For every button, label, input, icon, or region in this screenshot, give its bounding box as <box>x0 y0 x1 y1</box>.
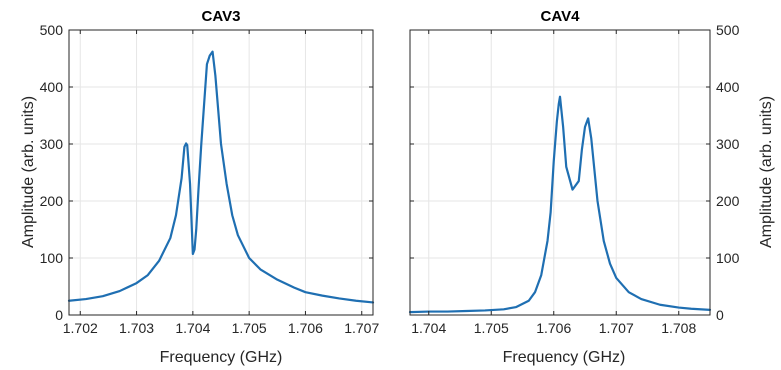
y-axis-label-right: Amplitude (arb. units) <box>758 96 775 248</box>
chart-title-cav3: CAV3 <box>202 8 241 25</box>
y-tick-label-cav3-4: 400 <box>40 79 64 95</box>
series-line-cav4-0 <box>408 95 712 314</box>
series-line-cav3-0 <box>67 50 375 304</box>
y-tick-label-cav4-4: 400 <box>716 79 740 95</box>
x-axis-label-cav4: Frequency (GHz) <box>503 349 626 366</box>
y-tick-label-cav4-1: 100 <box>716 250 740 266</box>
y-tick-label-cav4-3: 300 <box>716 136 740 152</box>
y-tick-label-cav4-5: 500 <box>716 22 740 38</box>
x-tick-label-cav4-3: 1.707 <box>599 320 634 336</box>
x-tick-label-cav3-1: 1.703 <box>119 320 154 336</box>
axes-frame-cav4 <box>409 29 711 316</box>
y-tick-label-cav3-2: 200 <box>40 193 64 209</box>
x-tick-label-cav3-4: 1.706 <box>288 320 323 336</box>
axes-frame-cav3 <box>68 29 374 316</box>
y-tick-label-cav3-1: 100 <box>40 250 64 266</box>
x-tick-label-cav4-2: 1.706 <box>536 320 571 336</box>
chart-panel-cav3: 1.702 1.703 1.704 1.705 1.706 1.707 0 100 200 300… <box>40 8 380 336</box>
chart-panel-cav4: 1.704 1.705 1.706 1.707 1.708 0 100 200 300 400 50… <box>408 8 740 336</box>
y-tick-label-cav4-2: 200 <box>716 193 740 209</box>
x-tick-label-cav4-1: 1.705 <box>474 320 509 336</box>
chart-title-cav4: CAV4 <box>541 8 581 25</box>
y-axis-label: Amplitude (arb. units) <box>20 96 37 248</box>
y-tick-label-cav3-5: 500 <box>40 22 64 38</box>
y-tick-label-cav3-0: 0 <box>55 307 63 323</box>
x-tick-label-cav3-3: 1.705 <box>232 320 267 336</box>
x-tick-label-cav4-0: 1.704 <box>411 320 446 336</box>
plot-area-cav3 <box>69 30 373 315</box>
y-tick-label-cav3-3: 300 <box>40 136 64 152</box>
x-axis-label-cav3: Frequency (GHz) <box>160 349 283 366</box>
plot-area-cav4 <box>410 30 710 315</box>
y-tick-label-cav4-0: 0 <box>716 307 724 323</box>
x-tick-label-cav3-0: 1.702 <box>63 320 98 336</box>
x-tick-label-cav3-5: 1.707 <box>344 320 379 336</box>
x-tick-label-cav3-2: 1.704 <box>175 320 210 336</box>
x-tick-label-cav4-4: 1.708 <box>661 320 696 336</box>
